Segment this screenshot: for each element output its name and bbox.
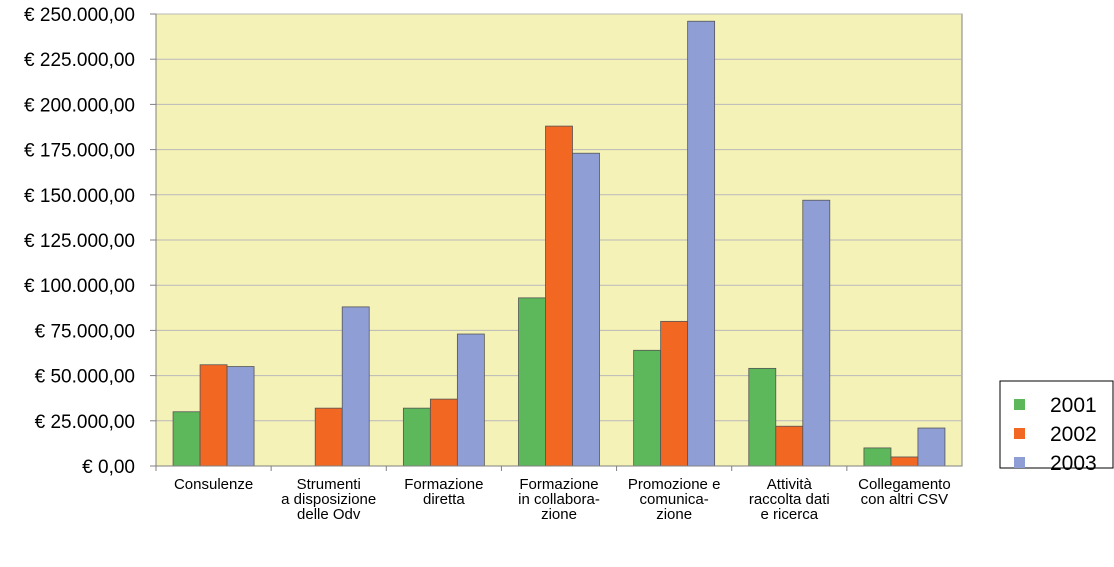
bar-2002-4	[660, 320, 689, 467]
x-tick-label: Strumenti a disposizione delle Odv	[281, 476, 376, 523]
y-tick-label: € 200.000,00	[24, 95, 135, 116]
y-tick-label: € 150.000,00	[24, 186, 135, 207]
y-tick-label: € 225.000,00	[24, 50, 135, 71]
bar-2003-6	[917, 427, 946, 467]
x-axis-tick-labels: Consulenze Strumenti a disposizione delle O…	[155, 466, 951, 523]
bar-2003-5	[802, 199, 831, 467]
legend: 2001 2002 2003	[999, 380, 1114, 475]
bar-2003-3	[572, 152, 600, 467]
legend-swatch-2003	[1014, 457, 1025, 468]
bar-2001-6	[863, 447, 892, 467]
bar-2001-4	[633, 349, 662, 467]
bar-2001-0	[172, 411, 201, 467]
bar-2002-2	[429, 398, 458, 467]
y-tick-label: € 250.000,00	[24, 5, 135, 26]
x-tick-label: Collegamento con altri CSV	[858, 476, 951, 508]
y-tick-label: € 125.000,00	[24, 231, 135, 252]
bar-2003-2	[456, 333, 485, 467]
legend-swatch-2001	[1014, 399, 1025, 410]
y-tick-label: € 0,00	[82, 457, 135, 478]
legend-box	[999, 380, 1114, 469]
y-tick-label: € 50.000,00	[35, 367, 135, 388]
y-tick-label: € 25.000,00	[35, 412, 135, 433]
bar-2003-0	[226, 366, 255, 467]
bar-2002-6	[890, 456, 919, 467]
y-axis-tick-labels: € 0,00 € 25.000,00 € 50.000,00 € 75.000,00 €…	[24, 5, 135, 478]
legend-label-2001: 2001	[1050, 394, 1097, 417]
bar-2003-4	[687, 20, 716, 467]
bar-2001-3	[518, 297, 546, 467]
bar-2002-0	[199, 364, 228, 467]
bar-2002-3	[545, 125, 573, 467]
x-tick-label: Promozione e comunica-zione	[628, 476, 721, 523]
bar-2001-5	[748, 367, 777, 467]
bar-2002-5	[775, 425, 804, 467]
y-tick-label: € 100.000,00	[24, 276, 135, 297]
x-tick-label: Attività raccolta dati e ricerca	[749, 476, 830, 523]
bar-2002-1	[314, 407, 343, 467]
x-tick-label: Formazione diretta	[404, 476, 483, 508]
x-tick-label: Consulenze	[174, 476, 253, 493]
bar-2001-2	[402, 407, 431, 467]
legend-swatch-2002	[1014, 428, 1025, 439]
x-tick-label: Formazione in collabora-zione	[518, 476, 600, 523]
axes	[155, 14, 962, 467]
y-tick-label: € 175.000,00	[24, 141, 135, 162]
y-tick-label: € 75.000,00	[35, 321, 135, 342]
legend-label-2002: 2002	[1050, 423, 1097, 446]
bar-2003-1	[341, 306, 370, 467]
bars	[172, 20, 946, 467]
legend-label-2003: 2003	[1050, 452, 1097, 475]
